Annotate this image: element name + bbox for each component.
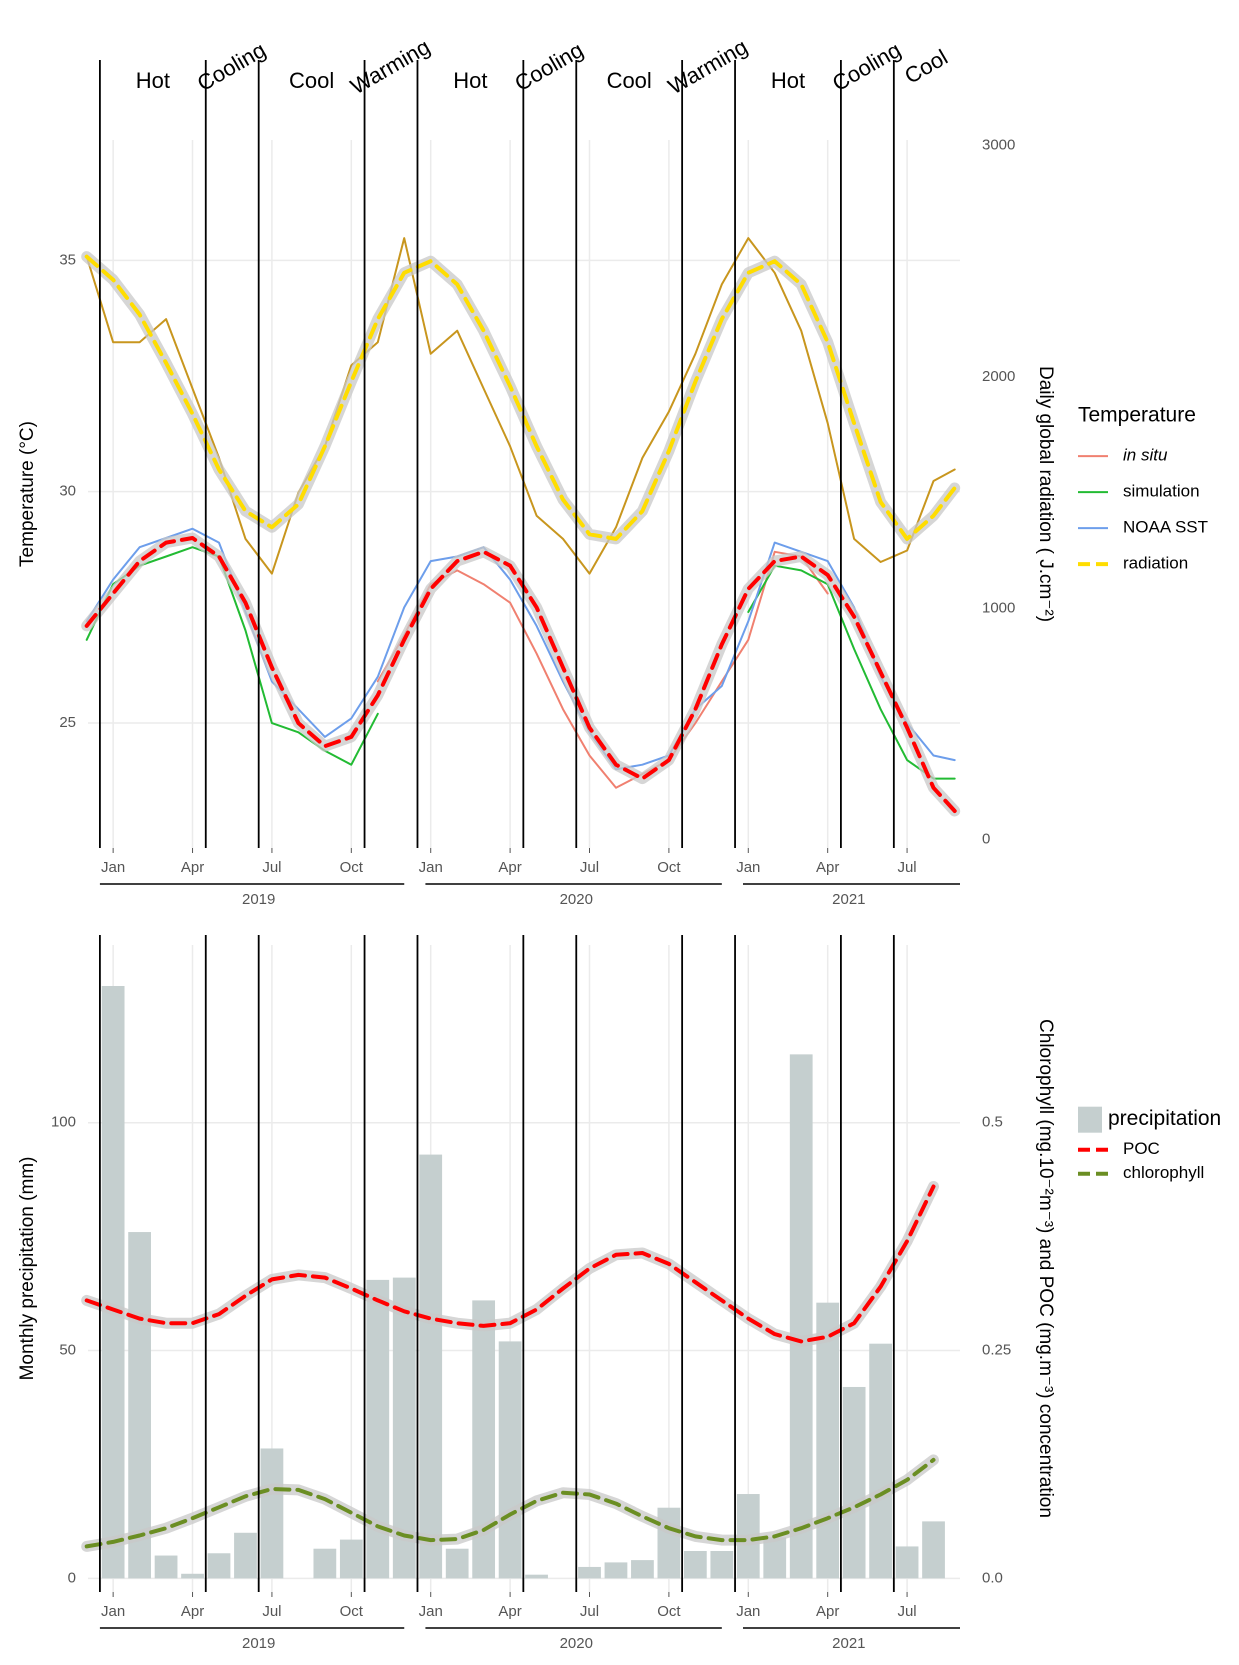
x-tick-label: Oct [340, 859, 364, 876]
y2-axis-title: Chlorophyll (mg.10⁻²m⁻³) and POC (mg.m⁻³… [1035, 1019, 1056, 1518]
phase-label: Hot [771, 68, 805, 93]
bar [922, 1521, 945, 1579]
y-axis-title: Temperature (°C) [17, 421, 38, 567]
legend-label: radiation [1123, 554, 1188, 573]
x-tick-label: Jan [419, 1603, 443, 1620]
phase-label: Hot [136, 68, 170, 93]
legend-label: POC [1123, 1139, 1160, 1158]
bar [128, 1232, 151, 1579]
year-label: 2021 [832, 891, 865, 908]
x-tick-label: Jan [736, 1603, 760, 1620]
bar [578, 1566, 601, 1579]
year-label: 2021 [832, 1635, 865, 1652]
y2-tick-label: 0.0 [982, 1569, 1003, 1586]
x-tick-label: Jan [736, 859, 760, 876]
x-tick-label: Jul [580, 1603, 599, 1620]
x-tick-label: Jul [262, 859, 281, 876]
x-tick-label: Jan [419, 859, 443, 876]
phase-label: Cool [900, 44, 952, 88]
x-tick-label: Oct [657, 859, 681, 876]
bar [789, 1054, 813, 1579]
phase-label: Warming [664, 34, 752, 99]
y-tick-label: 0 [68, 1569, 76, 1586]
bar [683, 1550, 707, 1579]
y-tick-label: 35 [59, 251, 76, 268]
legend-swatch [1078, 1106, 1102, 1133]
legend-label: precipitation [1108, 1107, 1221, 1130]
y-tick-label: 30 [59, 483, 76, 500]
series-line [84, 1184, 936, 1344]
series-line [85, 527, 956, 771]
phase-label: Cool [607, 68, 652, 93]
x-tick-label: Apr [498, 859, 521, 876]
x-tick-label: Jul [262, 1603, 281, 1620]
bar [842, 1386, 866, 1579]
x-tick-label: Oct [340, 1603, 364, 1620]
bar [101, 986, 125, 1579]
year-label: 2020 [560, 1635, 593, 1652]
phase-label: Hot [453, 68, 487, 93]
legend-label: NOAA SST [1123, 518, 1208, 537]
bar [419, 1154, 443, 1579]
bar [445, 1548, 469, 1579]
y2-tick-label: 1000 [982, 599, 1015, 616]
x-tick-label: Jul [897, 1603, 916, 1620]
bar [339, 1539, 363, 1579]
x-tick-label: Apr [181, 859, 204, 876]
bar [604, 1562, 628, 1579]
bar [260, 1448, 284, 1579]
y2-tick-label: 0.25 [982, 1341, 1011, 1358]
x-tick-label: Jan [101, 1603, 125, 1620]
year-label: 2020 [560, 891, 593, 908]
year-label: 2019 [242, 1635, 275, 1652]
y-tick-label: 25 [59, 714, 76, 731]
bar [472, 1300, 496, 1579]
bar [869, 1343, 892, 1579]
y2-tick-label: 3000 [982, 137, 1015, 154]
y2-tick-label: 2000 [982, 368, 1015, 385]
bar [710, 1550, 734, 1579]
phase-label: Warming [346, 34, 434, 99]
x-tick-label: Apr [498, 1603, 521, 1620]
legend-label: simulation [1123, 482, 1200, 501]
bar [816, 1302, 840, 1579]
bar [181, 1573, 204, 1579]
bar [207, 1553, 231, 1579]
x-tick-label: Oct [657, 1603, 681, 1620]
y2-tick-label: 0.5 [982, 1114, 1003, 1131]
bar [525, 1574, 548, 1579]
x-tick-label: Apr [816, 859, 839, 876]
y-tick-label: 100 [51, 1114, 76, 1131]
smooth-band [81, 251, 961, 545]
series-line [84, 1457, 936, 1549]
bar [498, 1341, 522, 1579]
legend-label: in situ [1123, 446, 1168, 465]
bar [631, 1560, 654, 1579]
x-tick-label: Jan [101, 859, 125, 876]
phase-label: Cool [289, 68, 334, 93]
y2-axis-title: Daily global radiation ( J.cm⁻²) [1035, 366, 1056, 622]
y2-tick-label: 0 [982, 831, 990, 848]
year-label: 2019 [242, 891, 275, 908]
bar [154, 1555, 178, 1579]
x-tick-label: Apr [181, 1603, 204, 1620]
bar [763, 1537, 787, 1579]
bar [657, 1507, 681, 1579]
legend-title: Temperature [1078, 404, 1196, 427]
x-tick-label: Jul [897, 859, 916, 876]
x-tick-label: Apr [816, 1603, 839, 1620]
bar [313, 1548, 337, 1579]
y-tick-label: 50 [59, 1341, 76, 1358]
x-tick-label: Jul [580, 859, 599, 876]
bar [366, 1279, 390, 1579]
legend-label: chlorophyll [1123, 1163, 1204, 1182]
bar [392, 1277, 416, 1579]
y-axis-title: Monthly precipitation (mm) [17, 1157, 38, 1381]
bar [895, 1546, 919, 1579]
bar [234, 1532, 257, 1579]
